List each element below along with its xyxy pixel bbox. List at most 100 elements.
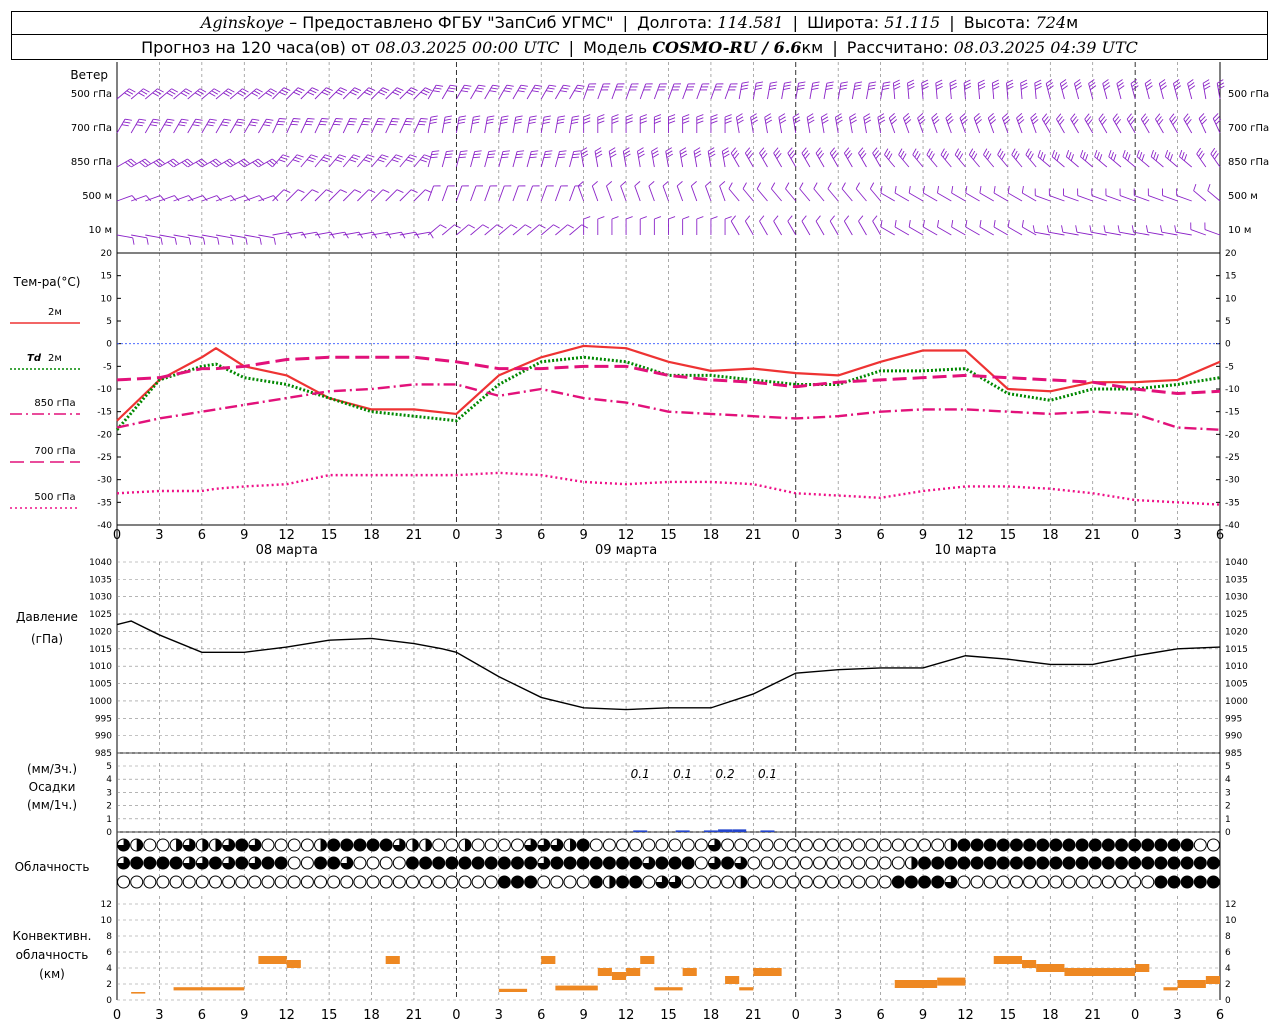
wind-barb-flag bbox=[178, 124, 186, 127]
cloud-cover-symbol bbox=[616, 856, 630, 870]
wind-barb bbox=[912, 154, 924, 168]
x-tick-label-bottom: 15 bbox=[660, 1008, 677, 1023]
wind-barb-flag bbox=[987, 153, 992, 160]
wind-barb bbox=[973, 117, 981, 134]
cloud-cover-symbol bbox=[813, 856, 827, 870]
wind-level-label: 500 м bbox=[82, 191, 112, 202]
wind-barb-flag bbox=[1122, 149, 1126, 157]
wind-barb-flag bbox=[281, 89, 289, 94]
wind-barb-flag bbox=[1159, 82, 1167, 88]
wind-barb-flag bbox=[912, 148, 917, 155]
wind-barb bbox=[1074, 83, 1080, 100]
wind-barb-flag bbox=[611, 114, 619, 118]
wind-barb bbox=[1094, 156, 1108, 168]
wind-barb bbox=[130, 195, 147, 202]
wind-barb-flag bbox=[1127, 154, 1131, 161]
wind-barb bbox=[1070, 118, 1079, 134]
wind-barb-flag bbox=[964, 85, 972, 90]
wind-barb bbox=[792, 117, 797, 134]
cloud-cover-symbol bbox=[510, 856, 524, 870]
cloud-cover-symbol bbox=[1167, 856, 1181, 870]
cloud-cover-symbol bbox=[813, 838, 827, 852]
wind-barb bbox=[385, 189, 398, 202]
wind-barb-flag bbox=[517, 90, 525, 93]
conv-bar bbox=[131, 992, 146, 994]
computed-label: Рассчитано: bbox=[846, 38, 949, 57]
wind-barb bbox=[455, 185, 463, 202]
wind-barb-flag bbox=[744, 215, 751, 222]
wind-barb-flag bbox=[680, 153, 688, 158]
x-tick-label-bottom: 0 bbox=[113, 1008, 121, 1023]
cloud-cover-symbol bbox=[1128, 875, 1142, 889]
wind-barb-flag bbox=[883, 81, 891, 84]
temp-y-label: -20 bbox=[97, 430, 112, 440]
wind-barb-flag bbox=[462, 87, 470, 90]
wind-level-label-right: 500 гПа bbox=[1228, 89, 1269, 100]
wind-barb bbox=[815, 152, 825, 168]
wind-barb-flag bbox=[488, 150, 496, 152]
cloud-cover-symbol bbox=[891, 856, 905, 870]
wind-barb-flag bbox=[156, 160, 163, 166]
wind-barb-flag bbox=[992, 82, 1000, 87]
wind-barb bbox=[173, 88, 187, 100]
wind-barb bbox=[229, 158, 245, 168]
wind-barb-flag bbox=[990, 119, 997, 125]
wind-barb-flag bbox=[127, 160, 134, 166]
wind-barb-flag bbox=[267, 90, 275, 95]
wind-barb-flag bbox=[472, 121, 480, 124]
cloud-cover-symbol bbox=[353, 838, 367, 852]
cloud-cover-half bbox=[202, 839, 209, 851]
cloud-cover-symbol bbox=[1128, 856, 1142, 870]
wind-barb-flag bbox=[287, 231, 293, 239]
wind-barb-flag bbox=[1065, 149, 1070, 157]
cloud-cover-symbol bbox=[957, 875, 971, 889]
wind-barb-flag bbox=[271, 158, 278, 164]
wind-barb bbox=[1198, 118, 1207, 134]
wind-barb bbox=[781, 83, 785, 100]
wind-barb-flag bbox=[905, 119, 912, 125]
wind-barb-flag bbox=[420, 91, 428, 96]
cloud-cover-symbol bbox=[602, 856, 616, 870]
cloud-cover-quarter bbox=[117, 857, 130, 870]
cloud-cover-symbol bbox=[182, 875, 196, 889]
wind-barb-flag bbox=[1203, 82, 1210, 87]
wind-barb bbox=[498, 185, 505, 202]
cloud-cover-symbol bbox=[524, 875, 538, 889]
cloud-cover-symbol bbox=[143, 856, 157, 870]
wind-barb-flag bbox=[151, 121, 159, 124]
wind-barb-flag bbox=[696, 120, 704, 124]
cloud-cover-symbol bbox=[799, 856, 813, 870]
alt-label: Высота: bbox=[963, 13, 1031, 32]
wind-barb-flag bbox=[872, 215, 878, 222]
wind-barb-flag bbox=[638, 153, 645, 158]
wind-barb-flag bbox=[183, 90, 190, 95]
cloud-cover-quarter bbox=[248, 839, 261, 852]
wind-barb-flag bbox=[654, 117, 662, 121]
wind-barb bbox=[286, 189, 299, 202]
wind-barb bbox=[1187, 83, 1193, 100]
wind-barb-flag bbox=[474, 150, 482, 152]
wind-barb bbox=[1116, 83, 1122, 100]
wind-barb-flag bbox=[620, 181, 627, 187]
wind-barb bbox=[201, 158, 216, 168]
pressure-y-label-right: 1020 bbox=[1225, 627, 1248, 637]
wind-barb bbox=[799, 188, 811, 202]
pressure-y-label: 1025 bbox=[89, 610, 112, 620]
pressure-line bbox=[116, 620, 1221, 711]
wind-barb bbox=[540, 117, 545, 134]
wind-barb-flag bbox=[391, 159, 399, 163]
wind-barb-flag bbox=[676, 181, 683, 187]
cloud-cover-symbol bbox=[143, 875, 157, 889]
x-tick-label-bottom: 3 bbox=[834, 1008, 842, 1023]
wind-barb-flag bbox=[308, 156, 316, 160]
cloud-cover-symbol bbox=[694, 856, 708, 870]
wind-barb-flag bbox=[145, 195, 152, 202]
wind-barb-flag bbox=[668, 114, 676, 118]
wind-barb-flag bbox=[1118, 85, 1125, 91]
wind-barb-flag bbox=[124, 92, 131, 97]
conv-y-label: 4 bbox=[106, 964, 112, 974]
wind-barb-flag bbox=[143, 88, 150, 93]
cloud-cover-symbol bbox=[156, 875, 170, 889]
wind-barb-flag bbox=[121, 124, 129, 127]
temp-y-label: -40 bbox=[97, 521, 112, 531]
